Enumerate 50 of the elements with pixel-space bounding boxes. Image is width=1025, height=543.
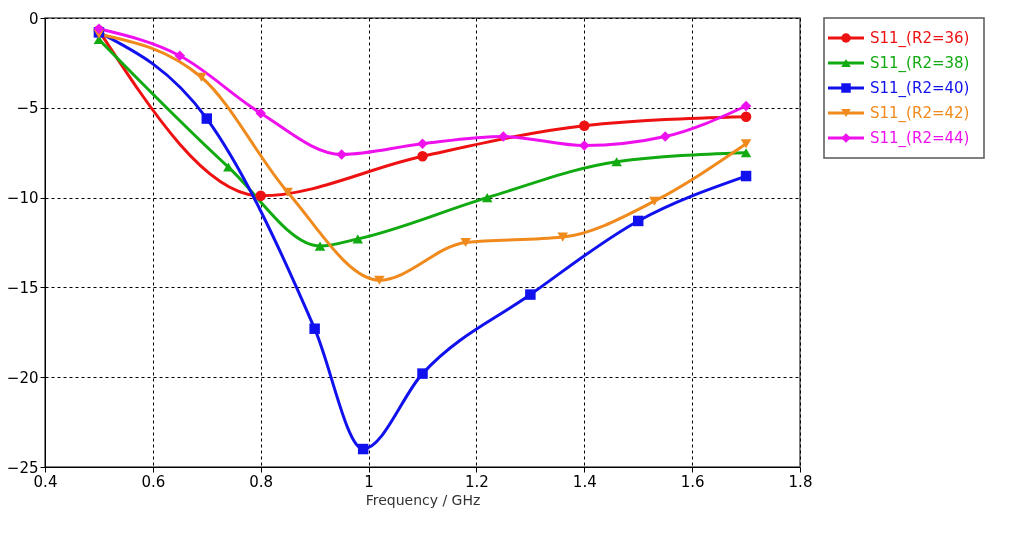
point [417,138,428,149]
point [255,107,266,119]
x-tick-label: 1 [364,472,374,491]
point [314,241,326,251]
point [282,187,293,197]
point [740,170,752,182]
point [632,215,644,227]
point [174,50,186,61]
x-tick-label: 0.6 [141,472,166,491]
point [579,140,590,151]
x-tick-label: 1.4 [572,472,597,491]
legend-label: S11_(R2=36) [870,29,970,48]
point [336,149,347,160]
x-tick-label: 0.8 [249,472,274,491]
point [460,237,471,248]
x-axis-title: Frequency / GHz [365,491,481,508]
y-tick-label: 0 [28,9,39,28]
x-tick-label: 0.4 [33,472,58,491]
point [659,131,671,142]
point [481,193,493,203]
point [196,72,207,82]
point [525,289,536,300]
point [417,368,428,379]
point [374,275,385,285]
point [498,131,509,142]
y-tick-label: −10 [6,189,39,208]
point [649,196,660,206]
y-tick-label: −20 [6,368,39,387]
point [579,120,590,131]
point [223,162,234,172]
legend-label: S11_(R2=44) [870,129,970,148]
point [740,100,752,112]
x-tick-label: 1.6 [680,472,705,491]
legend-label: S11_(R2=38) [870,54,970,73]
y-tick-label: −5 [16,99,39,118]
point [255,190,266,202]
point [357,443,369,455]
legend-label: S11_(R2=40) [870,79,970,98]
point [740,148,752,158]
y-tick-label: −15 [6,278,39,297]
point [611,157,622,167]
point [740,111,752,123]
point [417,151,428,162]
legend-label: S11_(R2=42) [870,104,970,123]
point [557,232,568,242]
point [740,139,752,149]
point [309,323,320,334]
x-tick-label: 1.2 [465,472,489,491]
point [201,113,213,124]
x-tick-label: 1.8 [788,472,813,491]
